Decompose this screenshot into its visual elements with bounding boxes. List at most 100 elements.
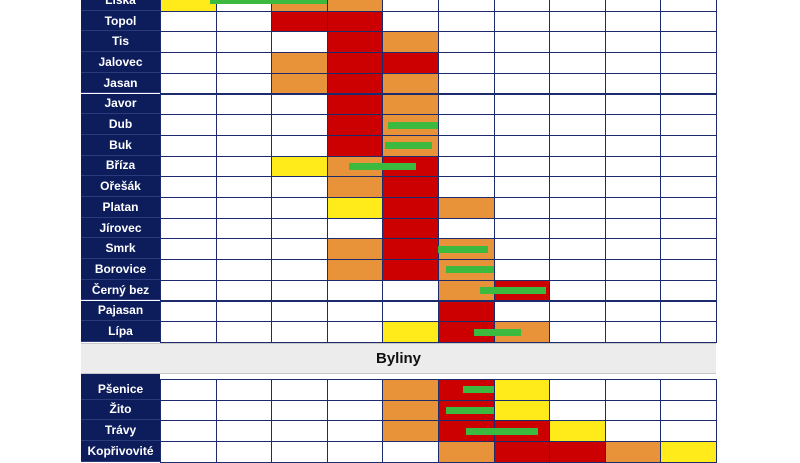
intensity-cell — [271, 176, 328, 198]
intensity-cell — [660, 52, 717, 74]
intensity-cell — [604, 176, 662, 198]
row-label: Smrk — [81, 238, 160, 260]
intensity-cell — [382, 420, 439, 442]
intensity-cell — [160, 259, 217, 281]
intensity-cell — [438, 134, 495, 157]
intensity-cell — [493, 10, 551, 33]
intensity-cell — [604, 279, 662, 302]
intensity-cell — [549, 176, 606, 198]
intensity-cell — [215, 176, 273, 198]
intensity-cell — [549, 93, 606, 116]
row-label: Žito — [81, 399, 160, 421]
intensity-cell — [271, 420, 328, 442]
intensity-cell — [549, 134, 606, 157]
intensity-cell — [160, 72, 217, 95]
intensity-cell — [160, 176, 217, 198]
intensity-cell — [493, 134, 551, 157]
intensity-cell — [160, 155, 217, 178]
row-label: Černý bez — [81, 279, 160, 301]
intensity-cell — [326, 197, 384, 219]
intensity-cell — [660, 217, 717, 240]
intensity-cell — [660, 279, 717, 302]
intensity-cell — [604, 300, 662, 323]
intensity-cell — [660, 72, 717, 95]
intensity-cell — [160, 10, 217, 33]
intensity-cell — [660, 134, 717, 157]
intensity-cell — [549, 300, 606, 323]
intensity-cell — [549, 441, 606, 463]
main-season-bar — [210, 0, 327, 5]
row-label: Ořešák — [81, 176, 160, 197]
section-spacer — [81, 373, 160, 379]
intensity-cell — [493, 155, 551, 178]
intensity-cell — [271, 72, 328, 95]
pollen-calendar-table: LískaTopolTisJalovecJasanJavorDubBukBříz… — [81, 0, 717, 463]
intensity-cell — [604, 155, 662, 178]
main-season-bar — [465, 427, 539, 435]
intensity-cell — [326, 72, 384, 95]
intensity-cell — [549, 279, 606, 302]
intensity-cell — [326, 134, 384, 157]
intensity-cell — [549, 155, 606, 178]
intensity-cell — [382, 238, 439, 261]
intensity-cell — [660, 176, 717, 198]
intensity-cell — [160, 300, 217, 323]
intensity-cell — [438, 72, 495, 95]
intensity-cell — [215, 72, 273, 95]
intensity-cell — [549, 238, 606, 261]
main-season-bar — [349, 162, 416, 170]
intensity-cell — [382, 176, 439, 198]
intensity-cell — [215, 238, 273, 261]
intensity-cell — [604, 72, 662, 95]
intensity-cell — [549, 72, 606, 95]
row-label: Kopřivovité — [81, 441, 160, 462]
intensity-cell — [271, 300, 328, 323]
intensity-cell — [160, 399, 217, 422]
intensity-cell — [549, 197, 606, 219]
main-season-bar — [387, 121, 438, 129]
intensity-cell — [549, 217, 606, 240]
intensity-cell — [382, 321, 439, 343]
intensity-cell — [660, 114, 717, 136]
intensity-cell — [160, 114, 217, 136]
intensity-cell — [438, 31, 495, 54]
intensity-cell — [271, 378, 328, 401]
intensity-cell — [660, 300, 717, 323]
intensity-cell — [160, 197, 217, 219]
row-label: Pšenice — [81, 378, 160, 400]
intensity-cell — [215, 321, 273, 343]
intensity-cell — [604, 114, 662, 136]
intensity-cell — [160, 238, 217, 261]
intensity-cell — [215, 259, 273, 281]
intensity-cell — [604, 217, 662, 240]
intensity-cell — [382, 378, 439, 401]
intensity-cell — [438, 93, 495, 116]
intensity-cell — [326, 259, 384, 281]
intensity-cell — [160, 441, 217, 463]
row-label: Jasan — [81, 72, 160, 94]
row-label: Líska — [81, 0, 160, 11]
intensity-cell — [493, 31, 551, 54]
intensity-cell — [493, 114, 551, 136]
intensity-cell — [326, 378, 384, 401]
intensity-cell — [493, 238, 551, 261]
intensity-cell — [660, 10, 717, 33]
intensity-cell — [215, 134, 273, 157]
intensity-cell — [271, 259, 328, 281]
main-season-bar — [479, 287, 547, 295]
intensity-cell — [160, 321, 217, 343]
intensity-cell — [660, 399, 717, 422]
main-season-bar — [385, 142, 433, 150]
intensity-cell — [326, 238, 384, 261]
intensity-cell — [493, 217, 551, 240]
intensity-cell — [604, 321, 662, 343]
intensity-cell — [215, 114, 273, 136]
intensity-cell — [493, 93, 551, 116]
intensity-cell — [604, 420, 662, 442]
intensity-cell — [271, 155, 328, 178]
intensity-cell — [549, 259, 606, 281]
intensity-cell — [438, 176, 495, 198]
intensity-cell — [160, 52, 217, 74]
intensity-cell — [382, 279, 439, 302]
intensity-cell — [326, 441, 384, 463]
